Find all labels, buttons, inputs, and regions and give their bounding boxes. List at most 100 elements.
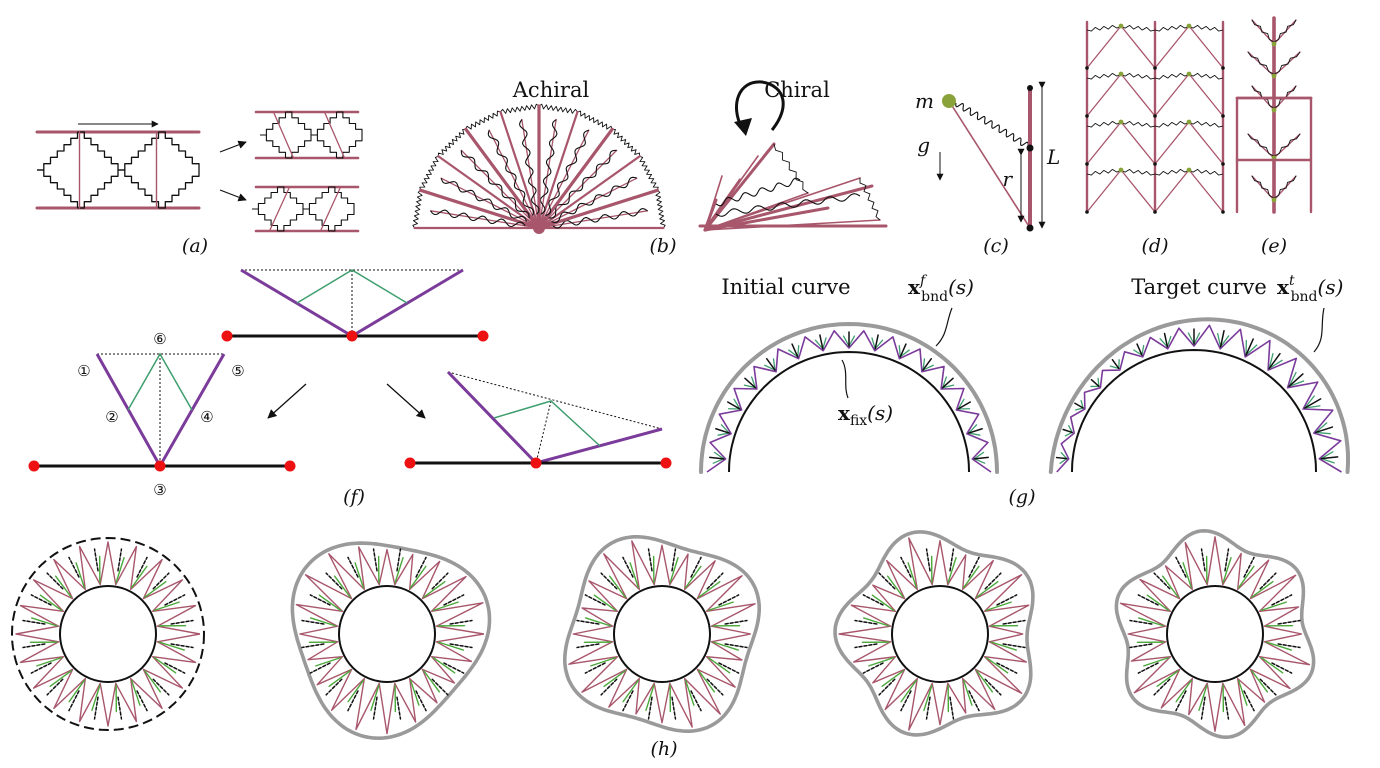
panel-g-target-green-strut [1059, 457, 1068, 464]
panel-h-ring-black-strut [152, 678, 170, 696]
panel-g-target-green-strut [1217, 332, 1222, 348]
panel-h-ring-green-strut [868, 656, 895, 667]
panel-h-ring-black-strut [170, 643, 194, 649]
panel-g-target-green-strut [1166, 335, 1172, 348]
panel-g-initial-black-strut [765, 357, 776, 371]
panel-a-label: (a) [182, 235, 208, 257]
panel-b-thin-spoke [429, 210, 540, 229]
panel-a-spring [77, 170, 119, 209]
panel-h-ring-green-strut [1175, 679, 1193, 703]
panel-g-initial-green-strut [764, 364, 776, 371]
panel-h-ring-black-strut [1224, 696, 1230, 720]
panel-b-hub [533, 222, 545, 234]
panel-c-top-node [1027, 85, 1033, 91]
panel-h-ring-green-strut [347, 679, 365, 703]
panel-h-ring-green-strut [862, 617, 890, 627]
panel-h-ring-green-strut [707, 601, 734, 612]
panel-g-target-green-strut [1288, 371, 1297, 388]
panel-g-target-black-strut [1320, 456, 1339, 460]
panel-h-ring-black-strut [671, 548, 677, 572]
panel-a-small-strut [323, 111, 346, 159]
panel-g-target-green-strut [1109, 365, 1120, 370]
panel-h-ring-green-strut [712, 641, 740, 651]
panel-h-ring-green-strut [318, 594, 342, 612]
panel-h-ring-black-strut [1175, 556, 1187, 578]
panel-f-right-purple [446, 370, 663, 465]
panel-g-target-black-strut [1111, 358, 1120, 370]
panel-h-ring-green-strut [1265, 641, 1293, 651]
panel-e-node [1271, 197, 1277, 203]
panel-h-ring-green-strut [1137, 617, 1165, 627]
panel-h-ring-black-strut [22, 643, 46, 649]
panel-g-bnd-f-sub: bnd [921, 289, 948, 305]
panel-h-ring-green-strut [684, 565, 702, 589]
panel-g-target-green-strut [1141, 344, 1145, 356]
panel-g-initial-black-strut [973, 456, 989, 460]
panel-h-ring-green-strut [1251, 580, 1274, 598]
panel-g-curves [699, 317, 1350, 474]
panel-g-initial-green-strut [922, 364, 934, 371]
panel-h-ring-green-strut [1237, 679, 1248, 706]
panel-g-target-fixed-curve [1071, 349, 1317, 473]
panel-h-ring-black-strut [301, 619, 325, 625]
panel-d-strut [1154, 121, 1190, 165]
panel-c-mass-label: m [915, 89, 934, 113]
panel-d-spring [1188, 120, 1224, 128]
panel-h-ring-pink-struts [568, 540, 756, 728]
panel-b-thin-spoke [538, 177, 638, 229]
panel-h-ring-pink-struts [295, 546, 485, 735]
panel-a-branch-arrow-lower [219, 189, 247, 202]
panel-h-ring-green-strut [976, 580, 999, 598]
panel-h-ring-black-strut [984, 572, 1002, 590]
panel-g-target-black-strut [1136, 343, 1143, 356]
panel-h-ring-black-strut [1137, 662, 1159, 674]
panel-h-ring-black-strut [1200, 548, 1206, 572]
panel-h-ring-black-strut [164, 662, 186, 674]
panel-g-target-black-strut [1314, 426, 1334, 434]
panel-b-boundary-spring [419, 155, 439, 191]
panel-f-node-3: ③ [153, 481, 166, 499]
panel-h-ring-green-strut [130, 679, 141, 706]
panel-b-thin-spoke [488, 129, 540, 229]
panel-h-ring-black-strut [415, 556, 427, 578]
panel-b-thin-spoke [538, 129, 590, 229]
panel-g-target-green-strut [1064, 431, 1073, 437]
panel-g-label: (g) [1009, 486, 1036, 508]
panel-h-ring-boundary [1114, 529, 1316, 739]
panel-b-thin-spoke [460, 149, 540, 229]
panel-h-ring-black-strut [862, 662, 884, 674]
panel-d-node [1186, 23, 1192, 29]
panel-h-ring-black-strut [1200, 696, 1206, 720]
panel-b-boundary-spring [500, 103, 540, 114]
panel-c-label: (c) [983, 235, 1008, 257]
panel-g-initial-green-strut [743, 384, 757, 389]
panel-h-ring-black-strut [30, 594, 52, 606]
panel-h-ring-inner-circle [59, 585, 157, 683]
panel-h-ring-black-strut [30, 662, 52, 674]
panel-d-spring [1086, 120, 1122, 128]
panel-g-initial-green-strut [922, 358, 926, 371]
panel-g-initial-black-strut [709, 456, 725, 460]
panel-b-chiral-spring [715, 193, 861, 217]
panel-h-ring-green-strut [1237, 565, 1255, 589]
panel-h-ring-green-strut [886, 575, 904, 598]
panel-f-label: (f) [343, 486, 365, 508]
panel-d-joint [1153, 162, 1157, 166]
panel-h-ring-green-strut [1260, 601, 1287, 612]
panel-b-chiral-title: Chiral [764, 78, 830, 102]
panel-g-target-green-strut [1268, 359, 1283, 370]
panel-b-chiral-spoke [704, 192, 809, 231]
panel-g-initial-green-strut [822, 337, 827, 350]
panel-a-small-spring [260, 134, 287, 158]
panel-d-strut [1120, 73, 1156, 117]
panel-g-bnd-f-sup: f [919, 273, 928, 289]
panel-d-strut [1120, 169, 1156, 213]
panel-h-ring-green-strut [409, 679, 420, 706]
panel-g-target-green-strut [1304, 395, 1315, 409]
panel-g-initial-green-strut [899, 349, 910, 358]
panel-d-joint [1085, 66, 1089, 70]
panel-b-label: (b) [650, 235, 677, 257]
panel-h-ring-green-strut [423, 580, 446, 598]
panel-h-ring-black-strut [117, 548, 123, 572]
